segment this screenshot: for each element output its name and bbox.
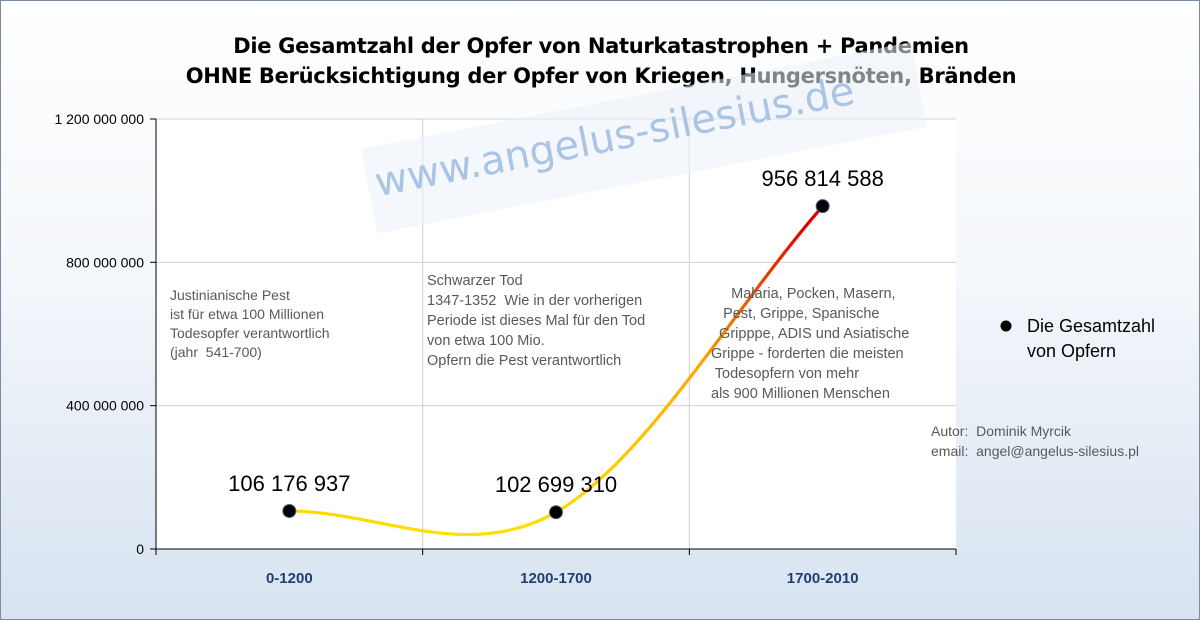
annotation-black-death: Schwarzer Tod 1347-1352 Wie in der vorhe… (427, 273, 646, 369)
data-label: 956 814 588 (761, 166, 883, 191)
x-tick-label: 1700-2010 (787, 570, 859, 587)
y-tick-label: 800 000 000 (66, 254, 144, 270)
annotation-modern-diseases: Malaria, Pocken, Masern, Pest, Grippe, S… (711, 286, 910, 402)
data-label: 102 699 310 (495, 472, 617, 497)
legend-label: Die Gesamtzahl von Opfern (1027, 316, 1156, 361)
series-line (287, 204, 825, 537)
author-info: Autor: Dominik Myrcik email: angel@angel… (931, 423, 1139, 459)
x-tick-label: 0-1200 (266, 570, 313, 587)
x-tick-label: 1200-1700 (520, 570, 592, 587)
legend-marker-icon (990, 320, 1022, 332)
y-tick-label: 0 (136, 541, 144, 557)
y-tick-label: 1 200 000 000 (54, 111, 144, 127)
data-point (815, 199, 830, 214)
annotation-justinian-plague: Justinianische Pest ist für etwa 100 Mil… (170, 287, 330, 360)
data-point (282, 503, 297, 518)
data-point (549, 505, 563, 520)
data-label: 106 176 937 (228, 471, 350, 496)
y-tick-label: 400 000 000 (66, 398, 144, 414)
